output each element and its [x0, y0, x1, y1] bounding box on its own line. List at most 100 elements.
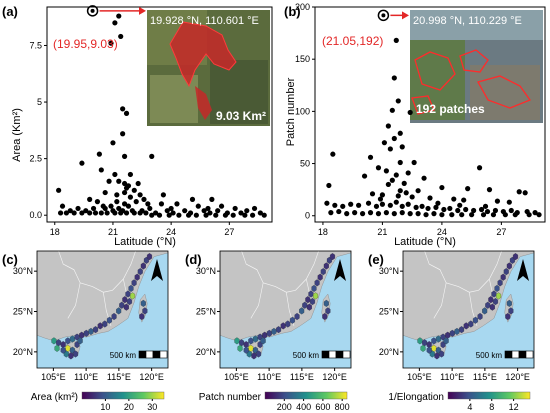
b-point	[348, 201, 354, 207]
a-point	[56, 187, 62, 193]
map-hex-cell	[131, 279, 137, 287]
colorbar-tick-label: 20	[124, 402, 134, 412]
b-point	[391, 75, 397, 81]
a-point	[102, 189, 108, 196]
b-point	[433, 204, 439, 210]
a-points	[56, 13, 267, 218]
scalebar-segment	[152, 350, 161, 359]
map-lon-tick-label: 120°E	[139, 372, 164, 382]
b-point	[395, 98, 401, 104]
b-point	[484, 208, 491, 215]
a-point	[59, 203, 66, 209]
b-point	[427, 195, 433, 201]
map-hex-cell	[308, 290, 314, 298]
b-plot-frame	[314, 6, 546, 223]
b-ytick-label: 100	[295, 106, 310, 116]
a-point	[112, 210, 118, 216]
map-hex-cell	[330, 253, 336, 261]
map-hex-cell	[60, 346, 66, 354]
b-point	[375, 211, 382, 217]
map-hex-cell	[488, 296, 494, 304]
map-hex-cell	[111, 312, 117, 321]
a-point	[133, 199, 139, 205]
a-point	[90, 205, 97, 212]
b-point	[480, 212, 487, 218]
map-hex-cell	[309, 298, 315, 306]
a-point	[143, 210, 149, 216]
b-point	[401, 180, 407, 186]
a-point	[261, 212, 267, 218]
map-lat-tick-label: 25°N	[196, 307, 216, 317]
a-point	[251, 205, 258, 212]
a-point	[102, 205, 108, 212]
colorbar	[264, 391, 348, 400]
a-point	[242, 212, 248, 218]
a-point	[185, 212, 192, 218]
a-point	[164, 208, 170, 214]
a-point	[145, 201, 151, 207]
map-hex-cell	[313, 292, 319, 300]
b-point	[387, 146, 393, 152]
b-xlabel: Latitude (°N)	[394, 236, 456, 248]
a-xticks: 18 21 24 27	[50, 222, 234, 237]
map-hex-cell	[119, 301, 125, 309]
b-point	[359, 211, 366, 217]
b-point	[373, 203, 380, 209]
b-point	[439, 212, 445, 218]
a-inset-value: 9.03 Km²	[216, 109, 266, 123]
a-point	[57, 210, 64, 216]
map-hex-cell	[420, 344, 426, 352]
b-xtick-label: 27	[496, 227, 506, 237]
scalebar-segment	[159, 350, 168, 359]
map-hex-cell	[325, 307, 331, 315]
a-point	[114, 199, 120, 205]
map-hex-cell	[289, 316, 295, 324]
map-hex-cell	[492, 298, 498, 306]
b-point	[391, 135, 397, 142]
b-ytick-label: 200	[295, 2, 310, 12]
map-hex-cell	[73, 350, 79, 358]
map-hex-cell	[506, 262, 512, 270]
colorbar-tick-label: 600	[315, 402, 330, 412]
a-point	[218, 203, 225, 209]
colorbar-tick-label: 10	[100, 402, 110, 412]
b-point	[389, 177, 395, 183]
map-lat-tick-label: 30°N	[196, 266, 216, 276]
a-point	[104, 210, 110, 216]
b-point	[340, 203, 346, 209]
b-point	[463, 206, 469, 213]
b-point	[494, 198, 501, 204]
b-point	[377, 196, 384, 202]
scalebar-label: 500 km	[110, 351, 137, 360]
a-point	[230, 212, 236, 218]
b-point	[469, 212, 475, 218]
b-inset-water	[410, 10, 543, 40]
map-hex-cell	[489, 303, 495, 311]
map-lon-tick-label: 105°E	[407, 372, 432, 382]
b-point	[405, 170, 411, 176]
panel-a: (a) Area (Km²) Latitude (°N) 19.928 °N, …	[2, 4, 273, 248]
b-highlight-arrowhead	[402, 11, 409, 20]
a-highlight-label: (19.95,9.03)	[53, 37, 118, 51]
b-xtick-label: 21	[377, 227, 387, 237]
a-point	[166, 212, 172, 218]
scalebar-label: 500 km	[476, 351, 503, 360]
a-point	[75, 205, 81, 212]
b-point	[471, 207, 477, 214]
b-point	[393, 199, 399, 205]
map-hex-cell	[137, 268, 143, 276]
b-point	[506, 199, 512, 205]
a-xtick-label: 21	[108, 227, 118, 237]
b-points	[324, 37, 542, 218]
a-point	[114, 192, 120, 198]
b-inset-patches	[411, 49, 532, 115]
map-hex-cell	[142, 307, 148, 315]
map-lat-tick-label: 30°N	[13, 266, 33, 276]
b-point	[522, 190, 528, 196]
b-point	[461, 197, 467, 203]
scalebar-segment	[335, 350, 344, 359]
a-point	[116, 178, 122, 184]
a-xtick-label: 27	[224, 227, 234, 237]
a-point	[135, 180, 141, 187]
a-point	[110, 140, 116, 146]
